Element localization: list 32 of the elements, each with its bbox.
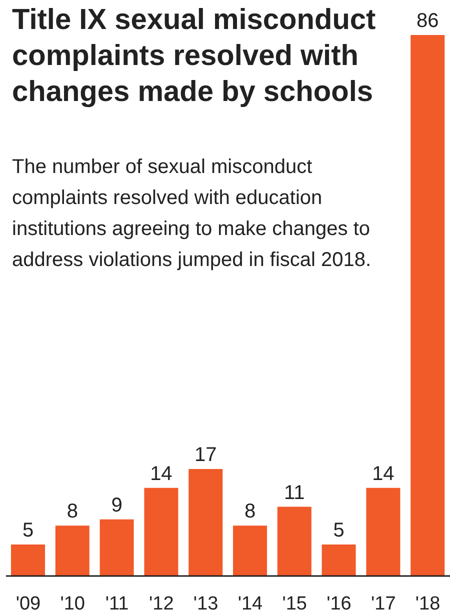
chart-title: Title IX sexual misconduct complaints resolved with changes made by schools	[12, 3, 377, 110]
bar	[322, 544, 356, 576]
bar	[277, 506, 312, 576]
x-tick-label: '10	[60, 593, 85, 613]
bar	[410, 35, 445, 576]
x-tick-label: '13	[193, 593, 218, 613]
data-label: 5	[333, 520, 344, 542]
bar	[144, 488, 178, 576]
bar	[11, 544, 45, 576]
x-tick-label: '18	[415, 593, 440, 613]
x-tick-label: '14	[238, 593, 264, 613]
x-tick-label: '11	[105, 593, 129, 613]
data-label: 8	[244, 500, 256, 523]
text: The number of sexual misconduct complaints resolved with education institutions agreeing to make changes to address violations jumped in fiscal 2018.	[12, 155, 372, 273]
data-label: 9	[111, 494, 122, 516]
data-label: 14	[150, 462, 172, 485]
x-tick-label: '15	[282, 593, 307, 613]
x-tick-label: '17	[371, 593, 396, 613]
bar	[55, 526, 90, 576]
bar	[100, 519, 134, 576]
data-label: 86	[416, 10, 439, 32]
bar	[366, 488, 400, 576]
data-label: 8	[66, 500, 78, 523]
x-tick-label: '09	[16, 593, 41, 613]
x-tick-label: '12	[149, 593, 174, 613]
x-tick-label: '16	[326, 593, 352, 613]
bar	[188, 469, 223, 576]
data-label: 11	[284, 482, 305, 504]
data-label: 5	[22, 520, 34, 542]
data-label: 14	[372, 462, 394, 485]
data-label: 17	[194, 444, 217, 466]
bar	[233, 526, 267, 576]
